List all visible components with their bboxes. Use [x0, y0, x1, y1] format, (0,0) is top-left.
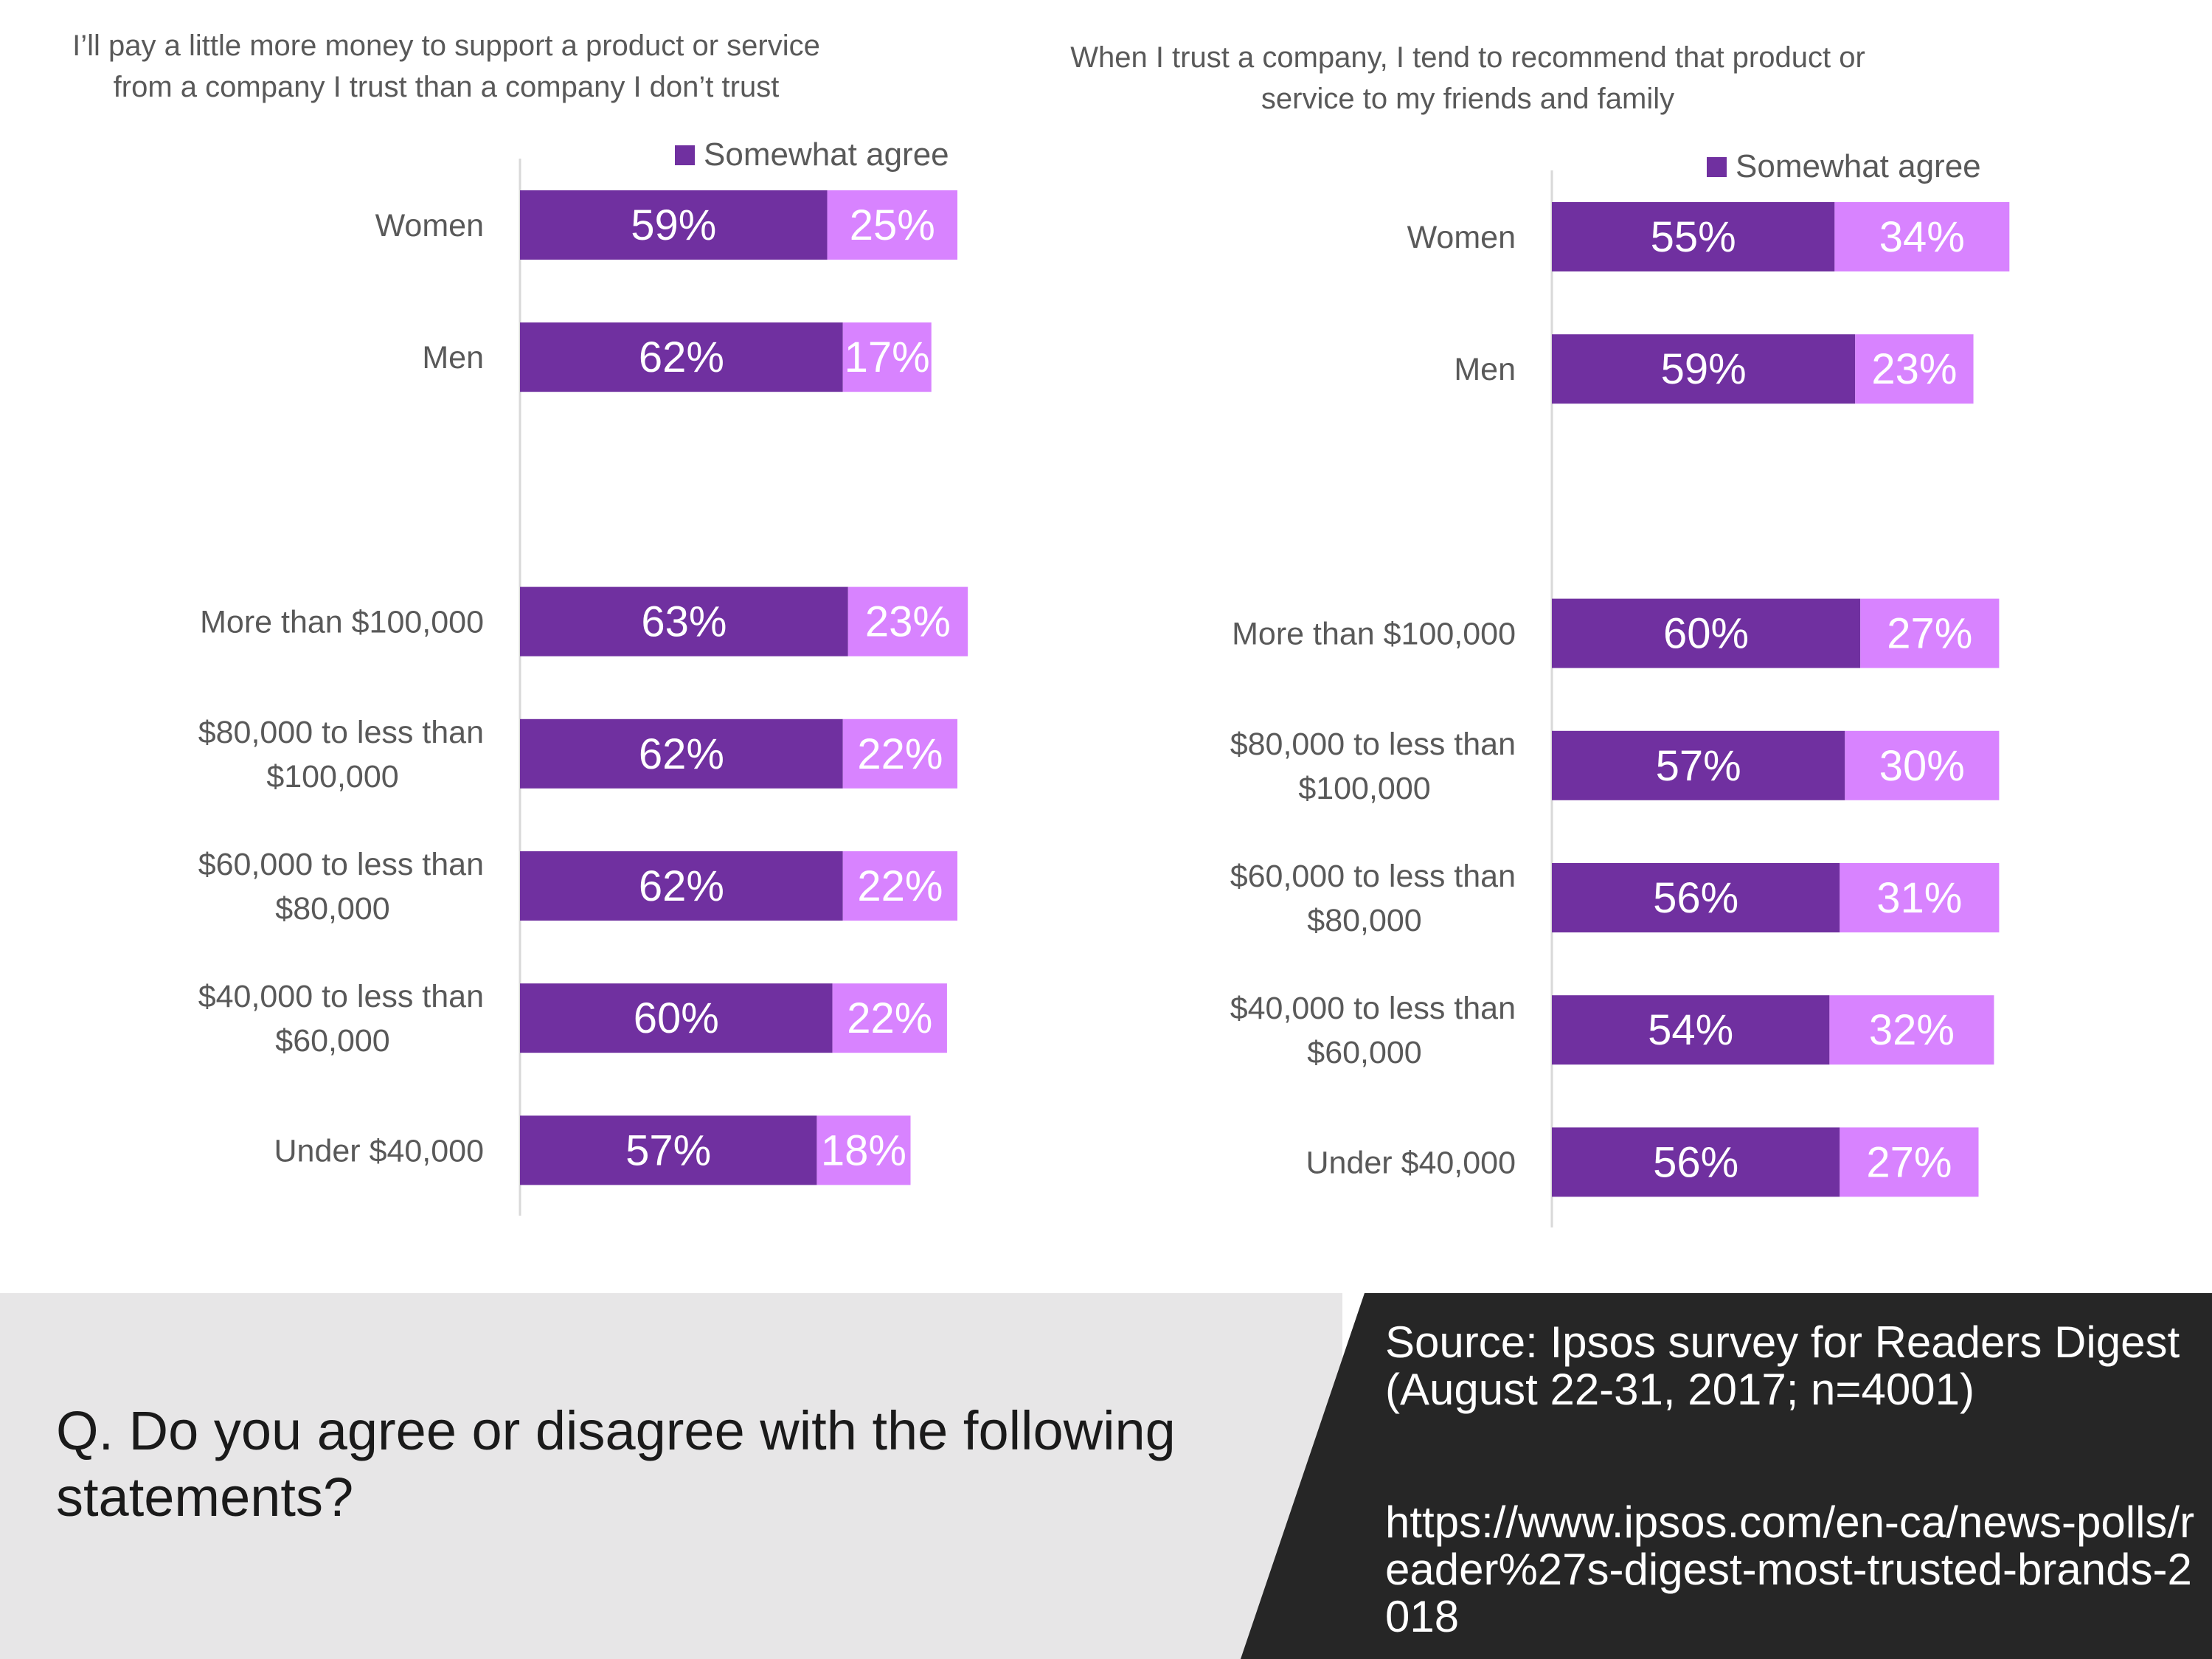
data-label: 31% — [1876, 874, 1962, 922]
footer-question-panel — [0, 1293, 1342, 1659]
bar-segment-primary — [520, 322, 843, 392]
bar-segment-primary — [1552, 334, 1856, 404]
bar-segment-somewhat-agree — [842, 718, 958, 789]
bar-segment-somewhat-agree — [817, 1115, 911, 1185]
bar-segment-primary — [1552, 202, 1835, 271]
bar-segment-somewhat-agree — [1834, 202, 2010, 271]
data-label: 54% — [1648, 1006, 1733, 1054]
category-label: Men — [1454, 352, 1516, 387]
bar-segment-primary — [520, 1115, 817, 1185]
bar-segment-somewhat-agree — [1840, 1127, 1979, 1197]
data-label: 57% — [625, 1126, 711, 1174]
data-label: 62% — [639, 333, 724, 381]
bar-segment-somewhat-agree — [1845, 730, 2000, 800]
bar-segment-primary — [520, 190, 828, 260]
chart-2-legend: Somewhat agree — [1707, 148, 1981, 185]
bar-segment-primary — [520, 983, 833, 1053]
footer-source-panel — [1241, 1293, 2212, 1659]
category-label: More than $100,000 — [1232, 617, 1516, 652]
data-label: 62% — [639, 862, 724, 910]
bar-segment-primary — [520, 586, 848, 657]
bar-segment-primary — [1552, 598, 1861, 668]
category-label: $60,000 to less than $80,000 — [198, 847, 484, 927]
category-label: More than $100,000 — [200, 605, 484, 640]
survey-question: Q. Do you agree or disagree with the fol… — [56, 1400, 1176, 1528]
bar-segment-somewhat-agree — [1840, 863, 2000, 932]
data-label: 59% — [1661, 345, 1747, 393]
legend-swatch — [1707, 156, 1727, 177]
data-label: 63% — [641, 598, 727, 646]
data-label: 59% — [631, 201, 716, 249]
bar-segment-primary — [1552, 1127, 1840, 1197]
data-label: 60% — [1663, 610, 1749, 658]
data-label: 34% — [1879, 213, 1965, 261]
bar-segment-primary — [520, 851, 843, 921]
data-label: 55% — [1651, 213, 1736, 261]
bar-segment-somewhat-agree — [847, 586, 968, 657]
bar-segment-primary — [1552, 863, 1840, 932]
chart-2-title: When I trust a company, I tend to recomm… — [1070, 41, 1865, 115]
bar-segment-somewhat-agree — [1860, 598, 2000, 668]
category-label: Women — [1407, 220, 1516, 255]
data-label: 32% — [1869, 1006, 1955, 1054]
data-label: 23% — [1871, 345, 1957, 393]
data-label: 27% — [1866, 1138, 1952, 1186]
category-label: $60,000 to less than $80,000 — [1230, 859, 1516, 938]
data-label: 57% — [1656, 742, 1741, 790]
data-label: 56% — [1653, 1138, 1738, 1186]
data-label: 30% — [1879, 742, 1965, 790]
bar-segment-somewhat-agree — [842, 851, 958, 921]
category-label: $80,000 to less than $100,000 — [198, 715, 484, 794]
bar-segment-somewhat-agree — [1855, 334, 1974, 404]
source-link[interactable]: https://www.ipsos.com/en-ca/news-polls/r… — [1385, 1497, 2195, 1641]
chart-1-title: I’ll pay a little more money to support … — [72, 30, 820, 103]
data-label: 60% — [634, 994, 719, 1042]
bar-segment-primary — [1552, 995, 1830, 1065]
data-label: 23% — [865, 598, 951, 646]
legend-swatch — [675, 145, 695, 165]
bar-segment-somewhat-agree — [1829, 995, 1994, 1065]
data-label: 22% — [857, 862, 943, 910]
source-citation: Source: Ipsos survey for Readers Digest … — [1385, 1317, 2180, 1414]
legend-label: Somewhat agree — [1736, 148, 1981, 184]
data-label: 25% — [850, 201, 935, 249]
data-label: 62% — [639, 730, 724, 778]
bar-segment-somewhat-agree — [842, 322, 932, 392]
category-label: Under $40,000 — [1306, 1145, 1516, 1180]
bar-segment-somewhat-agree — [832, 983, 947, 1053]
chart-1-legend: Somewhat agree — [675, 136, 949, 173]
data-label: 17% — [845, 333, 930, 381]
data-label: 27% — [1887, 610, 1972, 658]
data-label: 56% — [1653, 874, 1738, 922]
bar-segment-primary — [1552, 730, 1845, 800]
charts-canvas: Women 59% 25% Men 62% 17% More than $100,000 63… — [198, 159, 2010, 1227]
category-label: Under $40,000 — [274, 1133, 485, 1168]
category-label: $40,000 to less than $60,000 — [198, 979, 484, 1059]
category-label: $80,000 to less than $100,000 — [1230, 727, 1516, 806]
data-label: 22% — [847, 994, 932, 1042]
category-label: Men — [422, 340, 484, 375]
category-label: $40,000 to less than $60,000 — [1230, 991, 1516, 1070]
legend-label: Somewhat agree — [704, 136, 949, 173]
data-label: 18% — [821, 1126, 906, 1174]
bar-segment-somewhat-agree — [827, 190, 958, 260]
category-label: Women — [375, 208, 484, 243]
bar-segment-primary — [520, 718, 843, 789]
data-label: 22% — [857, 730, 943, 778]
